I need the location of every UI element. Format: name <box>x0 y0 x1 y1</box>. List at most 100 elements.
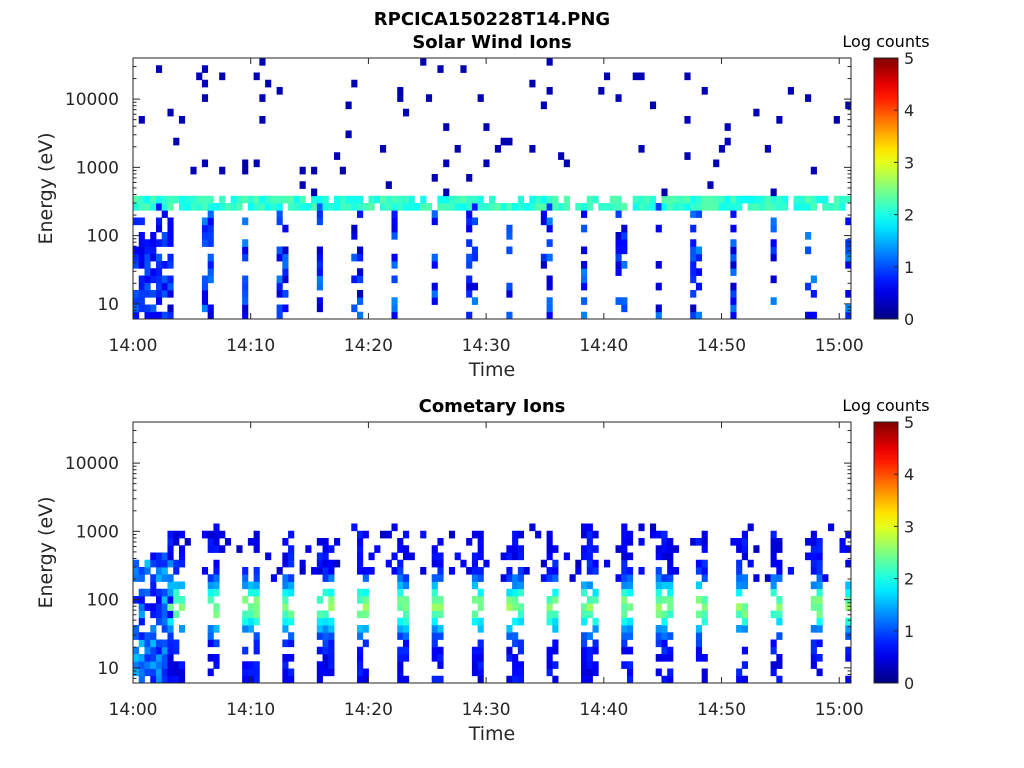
heatmap-cell <box>707 181 714 189</box>
heatmap-cell <box>207 224 214 233</box>
heatmap-cell <box>402 530 410 539</box>
heatmap-cell <box>138 639 145 648</box>
heatmap-cell <box>810 581 817 590</box>
heatmap-cell <box>362 668 369 677</box>
colorbar-tick-label: 1 <box>904 258 914 277</box>
heatmap-cell <box>512 545 519 553</box>
heatmap-cell <box>253 603 260 611</box>
heatmap-cell <box>173 581 180 590</box>
heatmap-cell <box>431 174 438 182</box>
heatmap-cell <box>448 567 456 575</box>
heatmap-cell <box>133 311 140 320</box>
heatmap-cell <box>667 545 674 553</box>
heatmap-cell <box>402 203 410 211</box>
heatmap-cell <box>161 232 168 240</box>
heatmap-cell <box>184 203 191 211</box>
heatmap-cell <box>776 603 783 611</box>
heatmap-cell <box>563 159 570 168</box>
heatmap-cell <box>546 545 553 553</box>
heatmap-cell <box>357 625 364 633</box>
heatmap-cell <box>741 545 748 553</box>
heatmap-cell <box>701 610 708 619</box>
heatmap-cell <box>816 596 823 604</box>
heatmap-cell <box>402 617 410 626</box>
heatmap-cell <box>540 217 547 226</box>
heatmap-cell <box>345 130 352 139</box>
heatmap-cell <box>454 203 461 211</box>
heatmap-cell <box>253 646 260 655</box>
heatmap-cell <box>552 203 559 211</box>
heatmap-cell <box>494 203 502 211</box>
heatmap-cell <box>782 195 789 204</box>
heatmap-cell <box>242 596 249 604</box>
heatmap-cell <box>540 574 547 582</box>
heatmap-cell <box>632 203 639 211</box>
heatmap-cell <box>626 632 634 640</box>
heatmap-cell <box>540 261 547 269</box>
heatmap-cell <box>477 646 484 655</box>
heatmap-cell <box>253 72 260 81</box>
heatmap-cell <box>552 588 559 597</box>
heatmap-cell <box>713 159 720 168</box>
heatmap-cell <box>178 603 186 611</box>
heatmap-cell <box>787 567 794 575</box>
heatmap-cell <box>391 304 398 313</box>
heatmap-cell <box>247 617 255 626</box>
heatmap-cell <box>144 195 151 204</box>
heatmap-cell <box>810 603 817 611</box>
heatmap-cell <box>362 203 369 211</box>
heatmap-cell <box>667 646 674 655</box>
heatmap-cell <box>357 567 364 575</box>
heatmap-cell <box>621 646 628 655</box>
heatmap-cell <box>695 195 703 204</box>
x-tick-label: 14:10 <box>226 700 275 720</box>
heatmap-cell <box>540 253 547 262</box>
heatmap-cell <box>155 268 163 276</box>
heatmap-cell <box>466 203 473 211</box>
heatmap-cell <box>150 661 157 669</box>
heatmap-cell <box>552 567 559 575</box>
heatmap-cell <box>770 610 777 619</box>
heatmap-cell <box>776 632 783 640</box>
heatmap-cell <box>586 567 593 575</box>
heatmap-cell <box>282 253 289 262</box>
heatmap-cell <box>805 232 812 240</box>
heatmap-cell <box>247 538 255 546</box>
heatmap-cell <box>736 675 743 684</box>
heatmap-cell <box>259 58 266 66</box>
heatmap-cell <box>615 246 622 255</box>
heatmap-cell <box>667 654 674 662</box>
heatmap-cell <box>328 668 335 677</box>
heatmap-cell <box>672 203 680 211</box>
heatmap-cell <box>581 246 588 255</box>
heatmap-cell <box>437 203 444 211</box>
heatmap-cell <box>655 625 662 633</box>
heatmap-cell <box>397 581 404 590</box>
heatmap-cell <box>155 552 163 561</box>
heatmap-cell <box>167 253 174 262</box>
heatmap-cell <box>770 195 777 204</box>
heatmap-cell <box>810 166 817 175</box>
heatmap-cell <box>506 137 513 146</box>
heatmap-cell <box>207 275 214 284</box>
heatmap-cell <box>207 268 214 276</box>
heatmap-cell <box>219 530 226 539</box>
heatmap-cell <box>328 567 335 575</box>
colorbar-label: Log counts <box>842 396 929 415</box>
heatmap-cell <box>420 203 427 211</box>
heatmap-cell <box>207 632 214 640</box>
heatmap-cell <box>684 72 691 81</box>
heatmap-cell <box>730 538 737 546</box>
heatmap-cell <box>822 574 829 582</box>
heatmap-cell <box>615 297 622 305</box>
heatmap-cell <box>253 538 260 546</box>
heatmap-cell <box>288 545 295 553</box>
heatmap-cell <box>201 224 209 233</box>
heatmap-cell <box>586 523 593 532</box>
heatmap-cell <box>167 632 174 640</box>
heatmap-cell <box>144 639 151 648</box>
heatmap-cell <box>581 646 588 655</box>
heatmap-cell <box>822 203 829 211</box>
heatmap-cell <box>155 261 163 269</box>
heatmap-cell <box>138 632 145 640</box>
